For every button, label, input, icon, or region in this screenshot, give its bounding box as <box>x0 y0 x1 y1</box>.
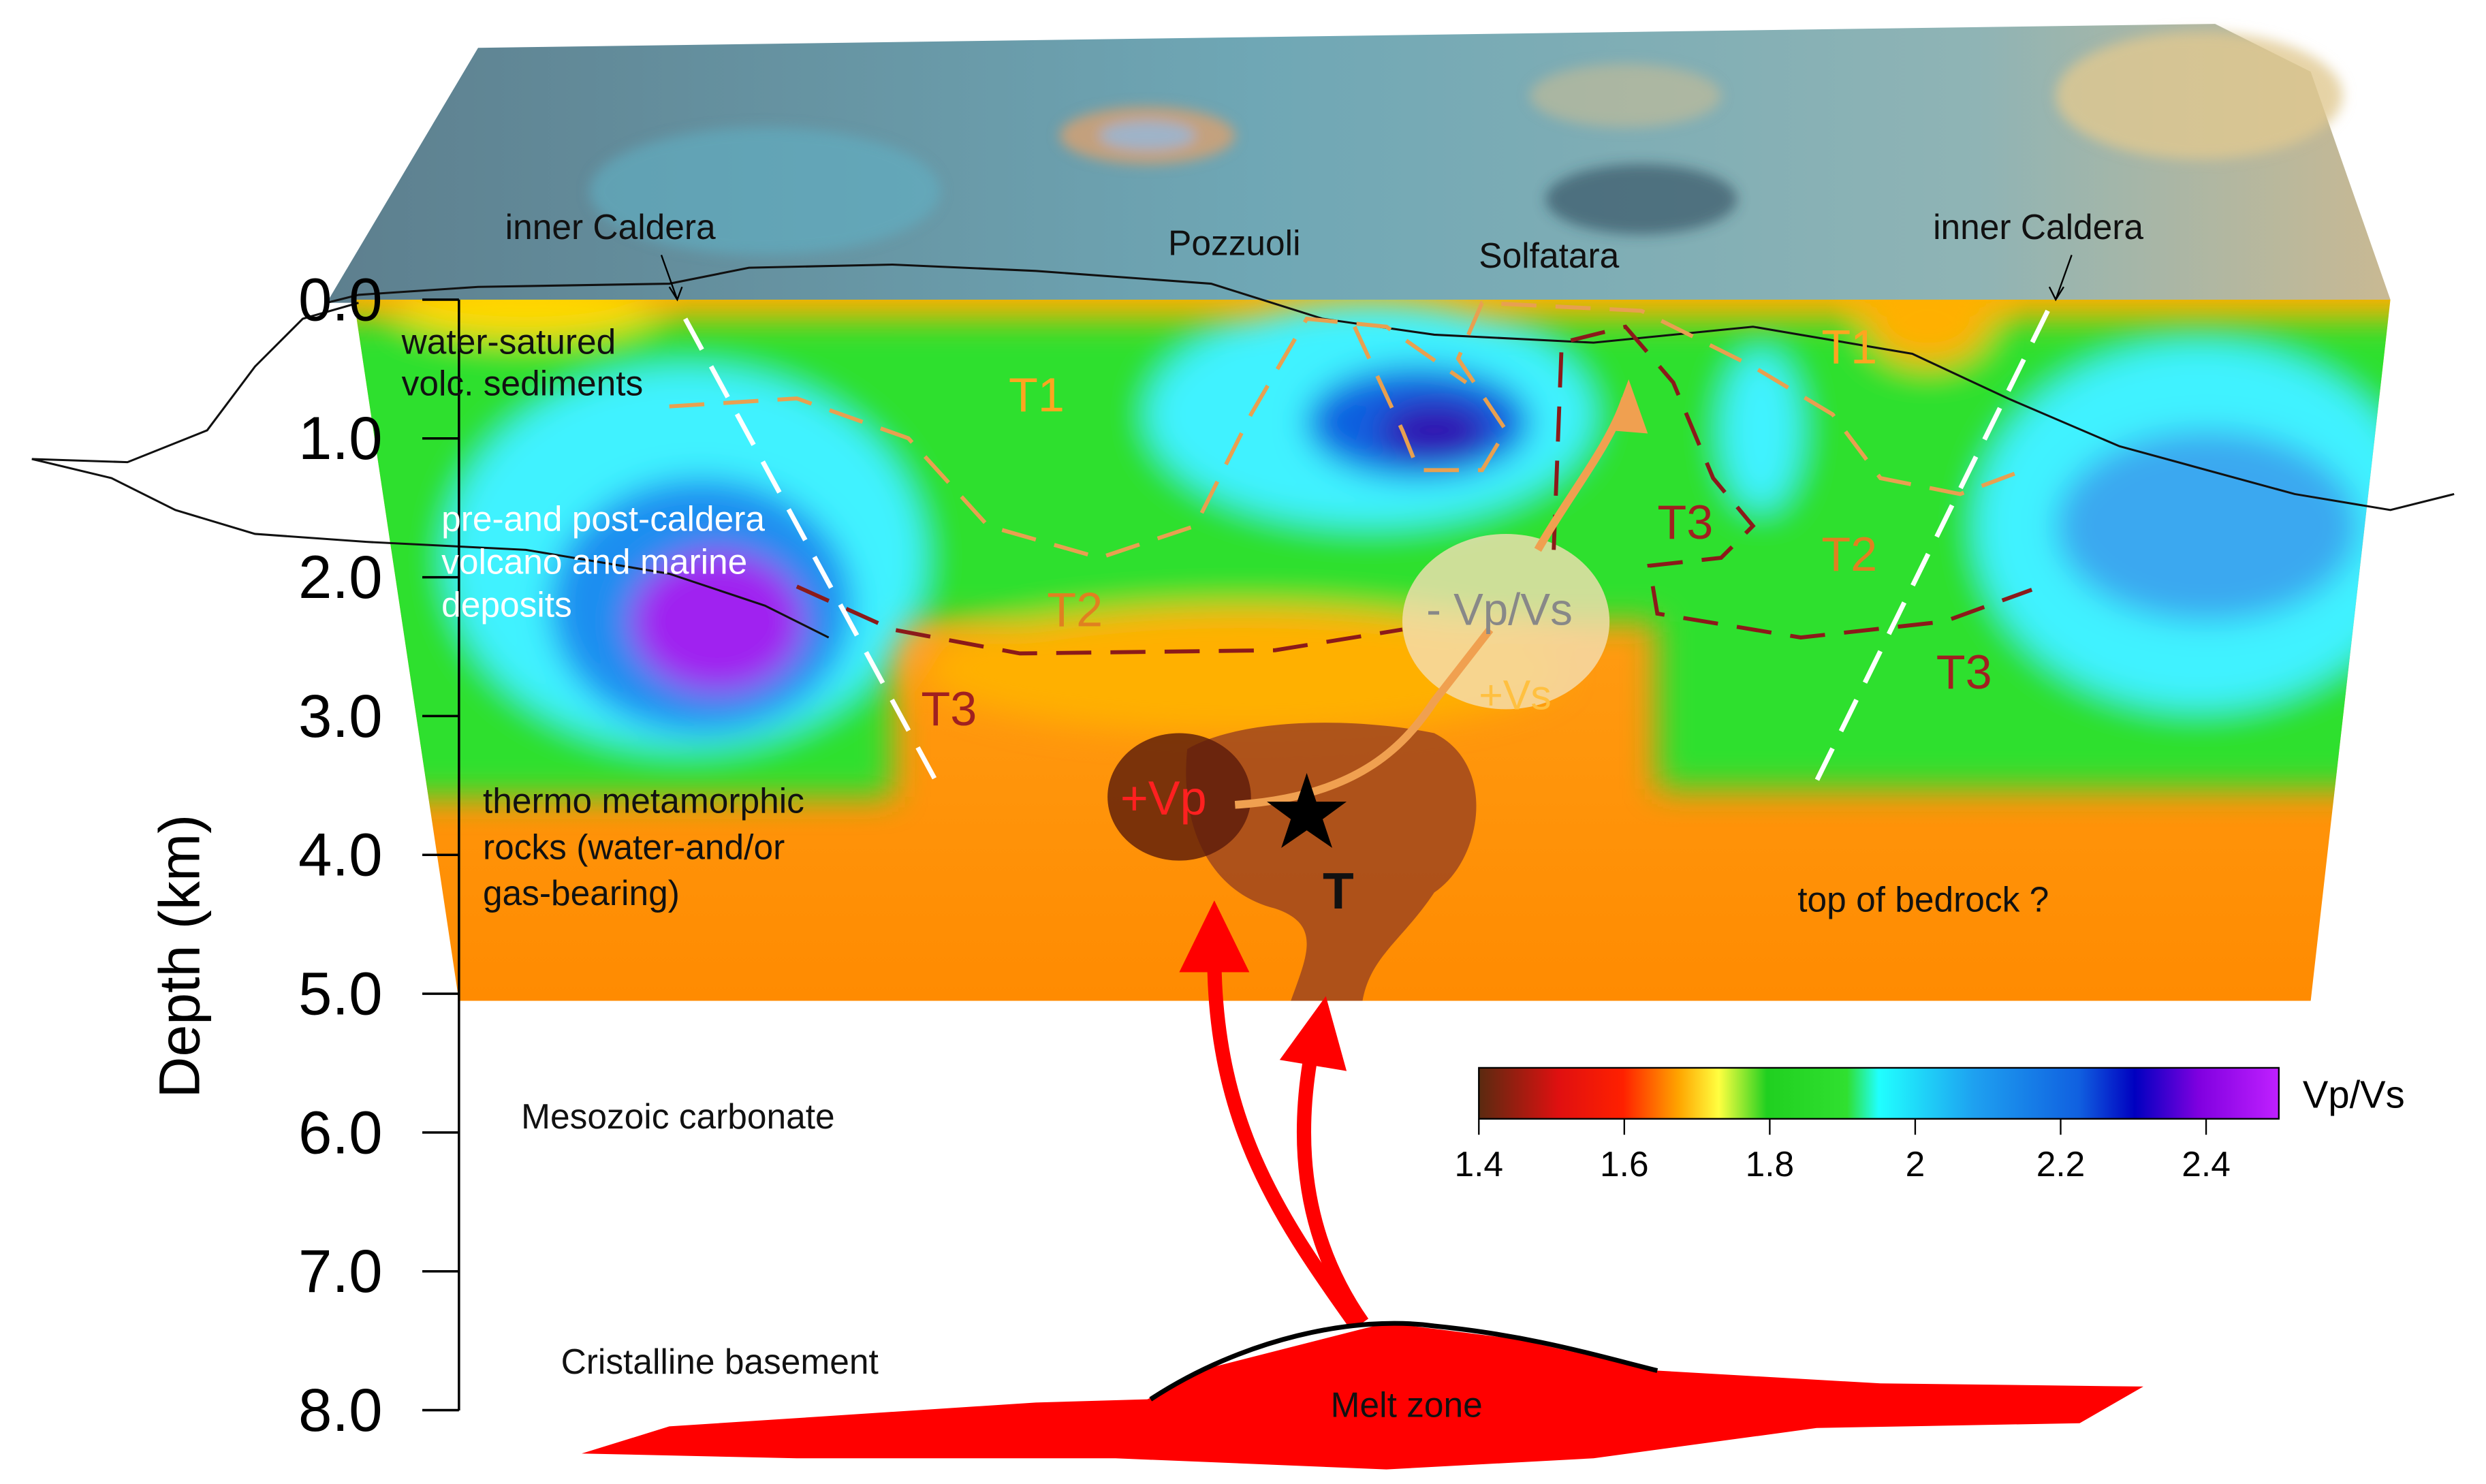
unit-label: pre-and post-caldera <box>441 499 765 538</box>
unit-label: water-satured <box>401 322 616 362</box>
zone-label: T2 <box>1047 583 1103 637</box>
vpvs-anomaly <box>1402 533 1610 710</box>
zone-label: T3 <box>921 682 977 736</box>
unit-label: rocks (water-and/or <box>483 827 785 866</box>
flow-arrow <box>1234 627 1494 809</box>
pointer <box>660 255 683 302</box>
melt-top <box>1149 1321 1658 1402</box>
arrow-head <box>1609 379 1648 434</box>
melt-zone <box>582 1323 2143 1470</box>
tick-label: 5.0 <box>298 960 383 1027</box>
tick-label: 6.0 <box>298 1099 383 1166</box>
tick-label: 7.0 <box>298 1237 383 1305</box>
t-body <box>1186 723 1477 1001</box>
melt-arrow <box>1207 940 1361 1327</box>
star <box>1267 772 1347 848</box>
zone-label: T3 <box>1936 645 1992 699</box>
tick-label: 0.0 <box>298 266 383 333</box>
unit-label: deposits <box>441 585 572 625</box>
zone-label: T2 <box>1821 527 1877 581</box>
surface-label: Solfatara <box>1479 236 1619 275</box>
unit-label: top of bedrock ? <box>1797 880 2049 919</box>
unit-label: Melt zone <box>1331 1385 1483 1424</box>
anomaly-label: T <box>1323 862 1354 919</box>
unit-label: thermo metamorphic <box>483 780 804 820</box>
pointer <box>2048 255 2073 302</box>
unit-label: gas-bearing) <box>483 873 680 913</box>
anomaly-label: +Vs <box>1479 672 1552 718</box>
melt-arrow <box>1297 1034 1369 1327</box>
tick-label: 1.4 <box>1455 1144 1504 1184</box>
colorbar-label: Vp/Vs <box>2303 1073 2405 1116</box>
unit-label: Mesozoic carbonate <box>521 1096 835 1136</box>
tick-label: 2 <box>1906 1144 1925 1184</box>
surface-label: Pozzuoli <box>1168 223 1301 262</box>
surface-label: inner Caldera <box>1933 207 2143 247</box>
tick-label: 1.8 <box>1746 1144 1795 1184</box>
tick-label: 2.4 <box>2182 1144 2231 1184</box>
map-relief <box>589 31 2343 255</box>
anomaly-label: - Vp/Vs <box>1426 584 1573 634</box>
boundary <box>669 300 2050 798</box>
depth-ticks: 0.0 1.0 2.0 3.0 4.0 5.0 6.0 7.0 8.0 <box>298 266 459 1444</box>
vp-anomaly <box>1107 733 1251 861</box>
tick-label: 3.0 <box>298 682 383 750</box>
tick-label: 2.0 <box>298 543 383 611</box>
zone-label: T1 <box>1821 320 1877 374</box>
colorbar <box>1478 1067 2280 1120</box>
zone-label: T1 <box>1009 368 1065 422</box>
arrow-head <box>1279 996 1347 1071</box>
unit-label: volc. sediments <box>402 363 644 402</box>
unit-label: volcano and marine <box>441 541 747 581</box>
surface-label: inner Caldera <box>505 207 716 247</box>
tick-label: 2.2 <box>2036 1144 2086 1184</box>
tick-label: 1.6 <box>1600 1144 1649 1184</box>
tick-label: 4.0 <box>298 821 383 889</box>
tick-label: 1.0 <box>298 405 383 472</box>
anomaly-label: +Vp <box>1120 771 1207 825</box>
axis-label: Depth (km) <box>147 815 211 1099</box>
colorbar-ticks: 1.4 1.6 1.8 2 2.2 2.4 <box>1455 1118 2231 1184</box>
arrow-head <box>1179 900 1250 973</box>
zone-label: T3 <box>1657 495 1713 549</box>
tick-label: 8.0 <box>298 1376 383 1444</box>
unit-label: Cristalline basement <box>561 1342 879 1381</box>
